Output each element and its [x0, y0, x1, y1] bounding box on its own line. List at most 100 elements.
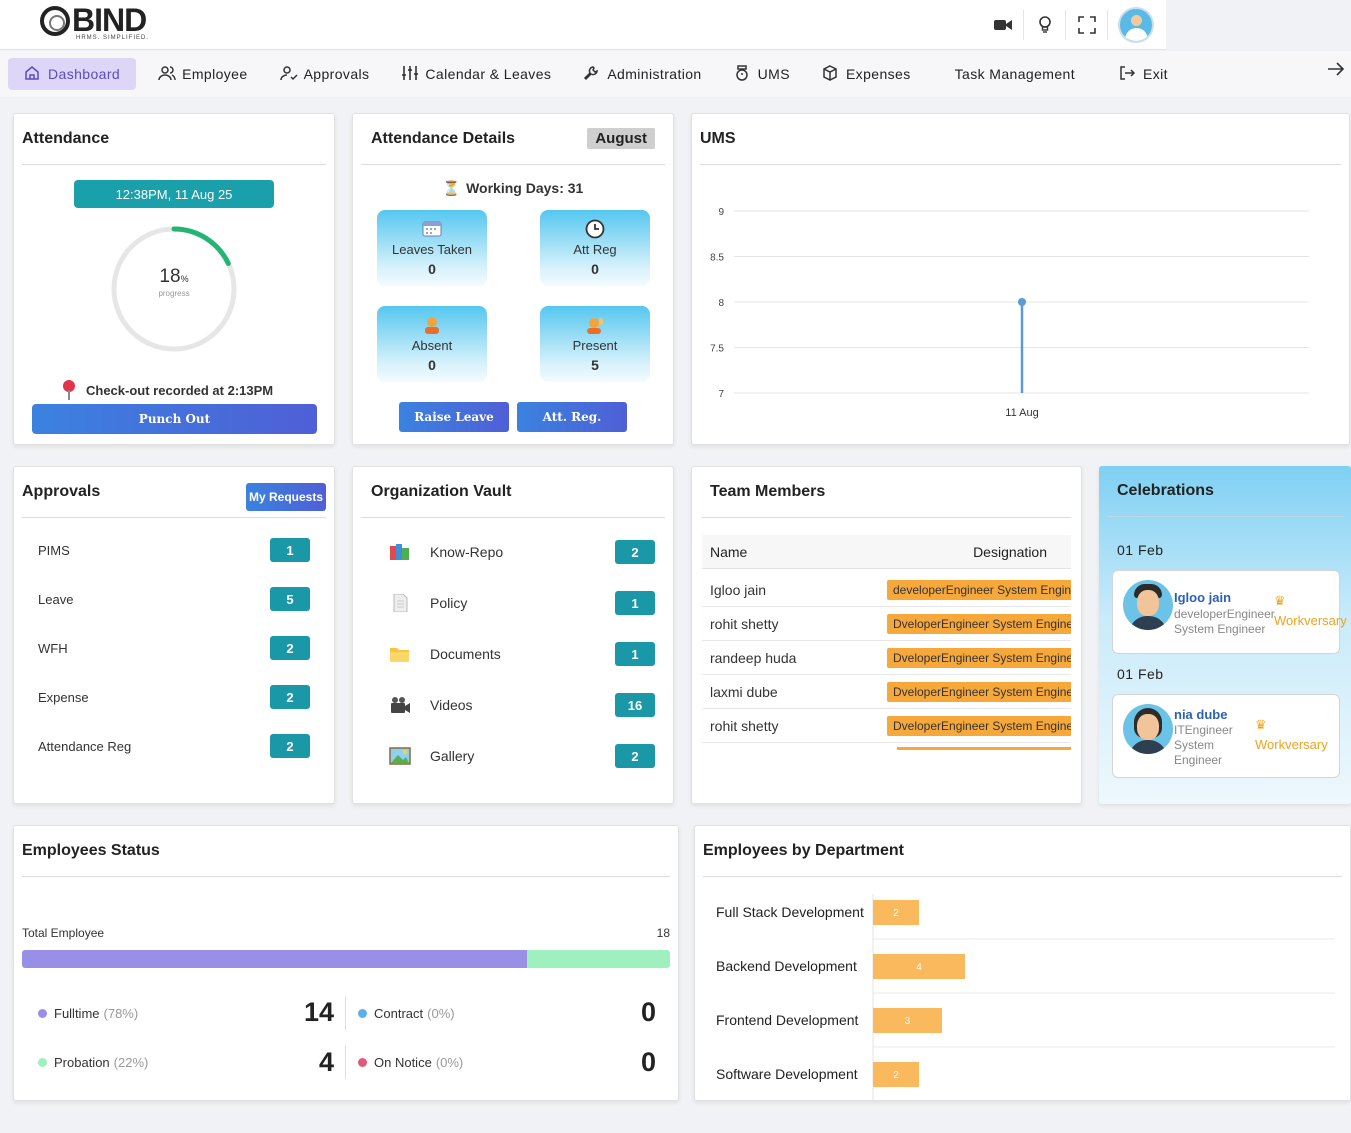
- team-member-name: randeep huda: [710, 649, 797, 666]
- progress-label: 18% progress: [109, 266, 239, 298]
- nav-exit[interactable]: Exit: [1103, 58, 1184, 90]
- y-tick-label: 8.5: [710, 253, 724, 264]
- team-row[interactable]: randeep huda DveloperEngineer System Eng…: [702, 641, 1071, 675]
- progress-unit: %: [180, 274, 189, 284]
- card-title: Attendance Details: [371, 130, 516, 147]
- approval-row-expense[interactable]: Expense 2: [38, 684, 310, 710]
- card-title: Employees Status: [22, 842, 160, 859]
- nav-ums[interactable]: UMS: [718, 58, 806, 90]
- count-badge: 1: [615, 642, 655, 666]
- att-reg-button[interactable]: Att. Reg.: [517, 402, 627, 432]
- my-requests-button[interactable]: My Requests: [246, 483, 326, 511]
- video-camera-icon[interactable]: [982, 10, 1024, 40]
- employees-status-card: Employees Status Total Employee 18 Fullt…: [13, 825, 679, 1101]
- nav-task-management[interactable]: Task Management: [939, 58, 1091, 90]
- count-badge: 2: [615, 540, 655, 564]
- nav-label: Employee: [182, 66, 248, 82]
- stat-value: 14: [303, 997, 334, 1027]
- user-avatar[interactable]: [1118, 7, 1154, 43]
- vault-row-policy[interactable]: Policy 1: [389, 590, 655, 616]
- nav-administration[interactable]: Administration: [567, 58, 717, 90]
- ums-chart: 9 8.5 8 7.5 7 11 Aug: [710, 207, 1309, 419]
- approval-label: Attendance Reg: [38, 738, 132, 754]
- team-row[interactable]: rohit shetty DveloperEngineer System Eng…: [702, 607, 1071, 641]
- category-label: Frontend Development: [716, 1012, 859, 1028]
- nav-expenses[interactable]: Expenses: [806, 58, 927, 90]
- map-pin-icon: [62, 380, 76, 400]
- stat-percent: (22%): [113, 1054, 149, 1070]
- team-member-name: rohit shetty: [710, 615, 779, 632]
- divider: [22, 876, 670, 877]
- tile-absent[interactable]: Absent 0: [377, 306, 487, 382]
- divider: [345, 1045, 346, 1079]
- bar: [873, 954, 965, 979]
- approval-row-leave[interactable]: Leave 5: [38, 586, 310, 612]
- clock-icon: [540, 219, 650, 241]
- tile-att-reg[interactable]: Att Reg 0: [540, 210, 650, 286]
- vault-row-know-repo[interactable]: Know-Repo 2: [389, 539, 655, 565]
- celebration-name: Igloo jain: [1174, 590, 1232, 605]
- cake-icon: ♛: [1274, 593, 1286, 608]
- legend-dot: [38, 1057, 47, 1067]
- approval-label: WFH: [38, 640, 68, 656]
- nav-dashboard[interactable]: Dashboard: [8, 58, 137, 90]
- vault-row-videos[interactable]: Videos 16: [389, 692, 655, 718]
- tile-present[interactable]: Present 5: [540, 306, 650, 382]
- team-row[interactable]: laxmi dube DveloperEngineer System Engin…: [702, 675, 1071, 709]
- avatar: [1123, 704, 1173, 754]
- team-row[interactable]: Igloo jain developerEngineer System Engi…: [702, 573, 1071, 607]
- nav-label: Dashboard: [48, 66, 121, 82]
- nav-scroll-right-icon[interactable]: [1327, 61, 1345, 82]
- card-title: Celebrations: [1117, 482, 1214, 499]
- vault-row-gallery[interactable]: Gallery 2: [389, 743, 655, 769]
- data-point: [1018, 298, 1026, 306]
- team-member-name: Igloo jain: [710, 581, 767, 598]
- divider: [345, 996, 346, 1030]
- vault-label: Know-Repo: [430, 544, 504, 560]
- nav-approvals[interactable]: Approvals: [264, 58, 386, 90]
- vault-label: Policy: [430, 595, 468, 611]
- tile-leaves-taken[interactable]: Leaves Taken 0: [377, 210, 487, 286]
- lightbulb-icon[interactable]: [1024, 10, 1066, 40]
- celebration-date: 01 Feb: [1117, 542, 1164, 558]
- approval-row-pims[interactable]: PIMS 1: [38, 537, 310, 563]
- stat-label: On Notice: [374, 1054, 432, 1070]
- stopwatch-icon: [734, 64, 750, 84]
- bar-value-label: 4: [916, 962, 922, 973]
- tile-value: 5: [591, 357, 599, 373]
- count-badge: 1: [270, 538, 310, 562]
- stat-label: Fulltime: [54, 1005, 100, 1021]
- approval-row-attendance-reg[interactable]: Attendance Reg 2: [38, 733, 310, 759]
- punch-out-button[interactable]: Punch Out: [32, 404, 317, 434]
- sliders-icon: [401, 65, 419, 84]
- bar-value-label: 2: [893, 908, 899, 919]
- card-title: Team Members: [710, 483, 826, 500]
- approval-row-wfh[interactable]: WFH 2: [38, 635, 310, 661]
- logout-icon: [1119, 65, 1136, 84]
- column-header-designation: Designation: [973, 543, 1047, 560]
- approval-label: PIMS: [38, 542, 70, 558]
- nav-label: Approvals: [303, 66, 370, 82]
- progress-caption: progress: [158, 289, 190, 298]
- divider: [361, 517, 665, 518]
- celebration-entry[interactable]: nia dube ITEngineer System Engineer ♛ Wo…: [1112, 694, 1340, 778]
- main-nav: Dashboard Employee Approvals Calendar & …: [0, 51, 1351, 97]
- stat-label: Probation: [54, 1054, 110, 1070]
- employee-status-bar: [22, 950, 670, 968]
- raise-leave-button[interactable]: Raise Leave: [399, 402, 509, 432]
- vault-row-documents[interactable]: Documents 1: [389, 641, 655, 667]
- wrench-icon: [583, 65, 599, 84]
- logo-tagline: HRMS. SIMPLIFIED.: [76, 35, 150, 41]
- nav-label: Expenses: [845, 66, 911, 82]
- fullscreen-icon[interactable]: [1066, 10, 1108, 40]
- checkout-status: Check-out recorded at 2:13PM: [62, 380, 273, 400]
- nav-calendar-leaves[interactable]: Calendar & Leaves: [385, 58, 567, 90]
- y-tick-label: 9: [718, 207, 724, 218]
- month-badge[interactable]: August: [587, 128, 655, 149]
- divider: [361, 164, 665, 165]
- celebration-entry[interactable]: Igloo jain developerEngineer System Engi…: [1112, 570, 1347, 654]
- top-bar: BIND HRMS. SIMPLIFIED.: [0, 0, 1166, 50]
- nav-employee[interactable]: Employee: [142, 58, 263, 90]
- team-row[interactable]: rohit shetty DveloperEngineer System Eng…: [702, 709, 1071, 743]
- divider: [703, 876, 1342, 877]
